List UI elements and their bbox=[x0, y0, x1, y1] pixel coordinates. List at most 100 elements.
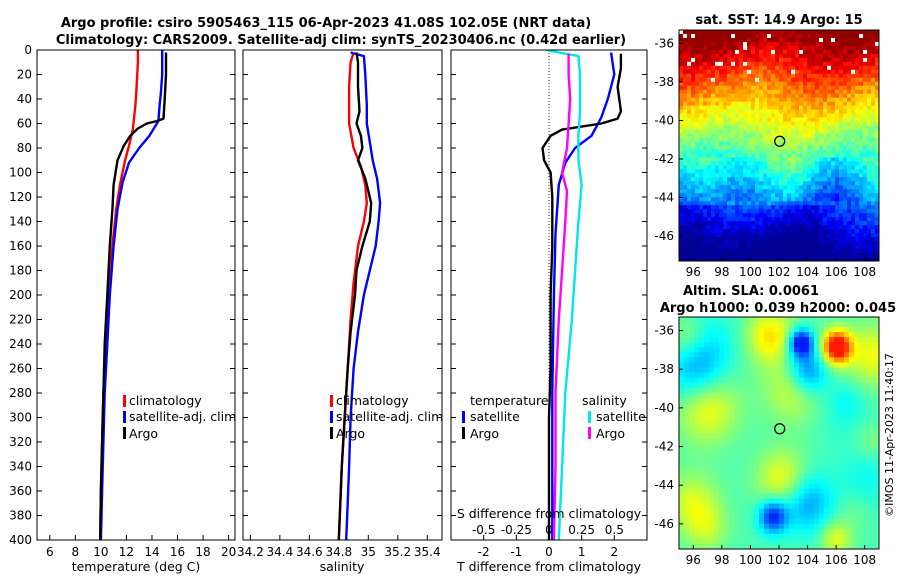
map-cell bbox=[749, 533, 755, 540]
map-cell bbox=[715, 30, 720, 35]
map-cell bbox=[804, 508, 810, 515]
map-cell bbox=[767, 189, 772, 194]
map-cell bbox=[759, 197, 764, 202]
x-tick-label: 0 bbox=[545, 545, 553, 559]
map-cell bbox=[715, 65, 720, 71]
map-cell bbox=[723, 149, 728, 155]
map-cell bbox=[835, 145, 840, 151]
map-cell bbox=[835, 189, 840, 194]
map-cell bbox=[795, 49, 800, 55]
map-cell bbox=[755, 249, 760, 254]
map-cell bbox=[794, 422, 800, 429]
map-cell bbox=[843, 101, 848, 107]
map-cell bbox=[723, 77, 728, 83]
map-cell bbox=[795, 257, 800, 261]
map-cell bbox=[804, 493, 810, 500]
map-cell bbox=[689, 367, 695, 374]
map-cell bbox=[791, 133, 796, 139]
map-cell bbox=[849, 528, 855, 535]
map-cell bbox=[767, 193, 772, 198]
map-cell bbox=[754, 458, 760, 464]
map-cell bbox=[743, 165, 748, 170]
map-cell bbox=[799, 372, 805, 379]
map-cell bbox=[807, 121, 812, 127]
map-cell bbox=[731, 73, 736, 79]
map-cell bbox=[874, 392, 879, 399]
map-cell bbox=[779, 342, 785, 348]
map-cell bbox=[687, 93, 692, 99]
map-cell bbox=[874, 443, 879, 449]
map-cell bbox=[699, 342, 705, 348]
map-cell bbox=[679, 382, 685, 389]
map-cell bbox=[871, 177, 876, 182]
map-cell bbox=[767, 125, 772, 131]
map-cell bbox=[711, 101, 716, 107]
map-cell bbox=[871, 37, 876, 43]
map-cell bbox=[767, 201, 772, 206]
map-cell bbox=[735, 105, 740, 111]
map-cell bbox=[791, 197, 796, 202]
map-cell bbox=[834, 407, 840, 414]
map-cell bbox=[795, 109, 800, 115]
map-cell bbox=[843, 189, 848, 194]
map-cell bbox=[867, 101, 872, 107]
map-cell bbox=[699, 407, 705, 414]
map-cell bbox=[767, 77, 772, 83]
map-cell bbox=[783, 113, 788, 119]
map-cell bbox=[839, 201, 844, 206]
map-cell bbox=[699, 412, 705, 419]
map-cell bbox=[719, 89, 724, 95]
map-cell bbox=[804, 518, 810, 525]
map-cell bbox=[769, 402, 775, 409]
map-cell bbox=[731, 97, 736, 103]
map-cell bbox=[807, 245, 812, 250]
map-cell bbox=[715, 105, 720, 111]
map-cell bbox=[751, 201, 756, 206]
map-cell bbox=[763, 81, 768, 87]
map-cell bbox=[799, 407, 805, 414]
map-cell bbox=[799, 45, 804, 51]
map-cell bbox=[791, 125, 796, 131]
map-cell bbox=[871, 105, 876, 111]
map-cell bbox=[739, 173, 744, 178]
map-cell bbox=[791, 229, 796, 234]
map-cell bbox=[839, 221, 844, 226]
map-cell bbox=[851, 249, 856, 254]
x-tick-label: -2 bbox=[478, 545, 490, 559]
map-cell bbox=[814, 322, 820, 328]
map-cell bbox=[844, 327, 850, 333]
map-cell bbox=[819, 463, 825, 469]
map-cell bbox=[794, 342, 800, 348]
map-cell bbox=[803, 37, 808, 43]
map-cell bbox=[871, 97, 876, 103]
map-cell bbox=[875, 249, 879, 254]
map-cell bbox=[849, 372, 855, 379]
map-cell bbox=[709, 508, 715, 515]
map-cell bbox=[764, 498, 770, 505]
map-cell bbox=[867, 233, 872, 238]
map-y-tick-label: -36 bbox=[654, 36, 674, 50]
map-cell bbox=[807, 117, 812, 123]
map-cell bbox=[684, 402, 690, 409]
map-cell bbox=[679, 342, 685, 348]
map-cell bbox=[694, 498, 700, 505]
map-cell bbox=[704, 533, 710, 540]
map-cell bbox=[835, 81, 840, 87]
map-cell bbox=[724, 458, 730, 464]
map-cell bbox=[715, 129, 720, 135]
map-cell bbox=[703, 93, 708, 99]
map-cell bbox=[839, 89, 844, 95]
map-cell bbox=[703, 173, 708, 178]
map-cell bbox=[819, 97, 824, 103]
map-cell bbox=[687, 69, 692, 75]
map-cell bbox=[695, 253, 700, 258]
map-cell bbox=[791, 30, 796, 35]
map-cell bbox=[763, 49, 768, 55]
map-cell bbox=[704, 422, 710, 429]
map-cell bbox=[711, 245, 716, 250]
map-cell bbox=[789, 392, 795, 399]
map-cell bbox=[783, 217, 788, 222]
map-cell bbox=[709, 473, 715, 479]
map-cell bbox=[724, 468, 730, 474]
map-cell bbox=[799, 221, 804, 226]
